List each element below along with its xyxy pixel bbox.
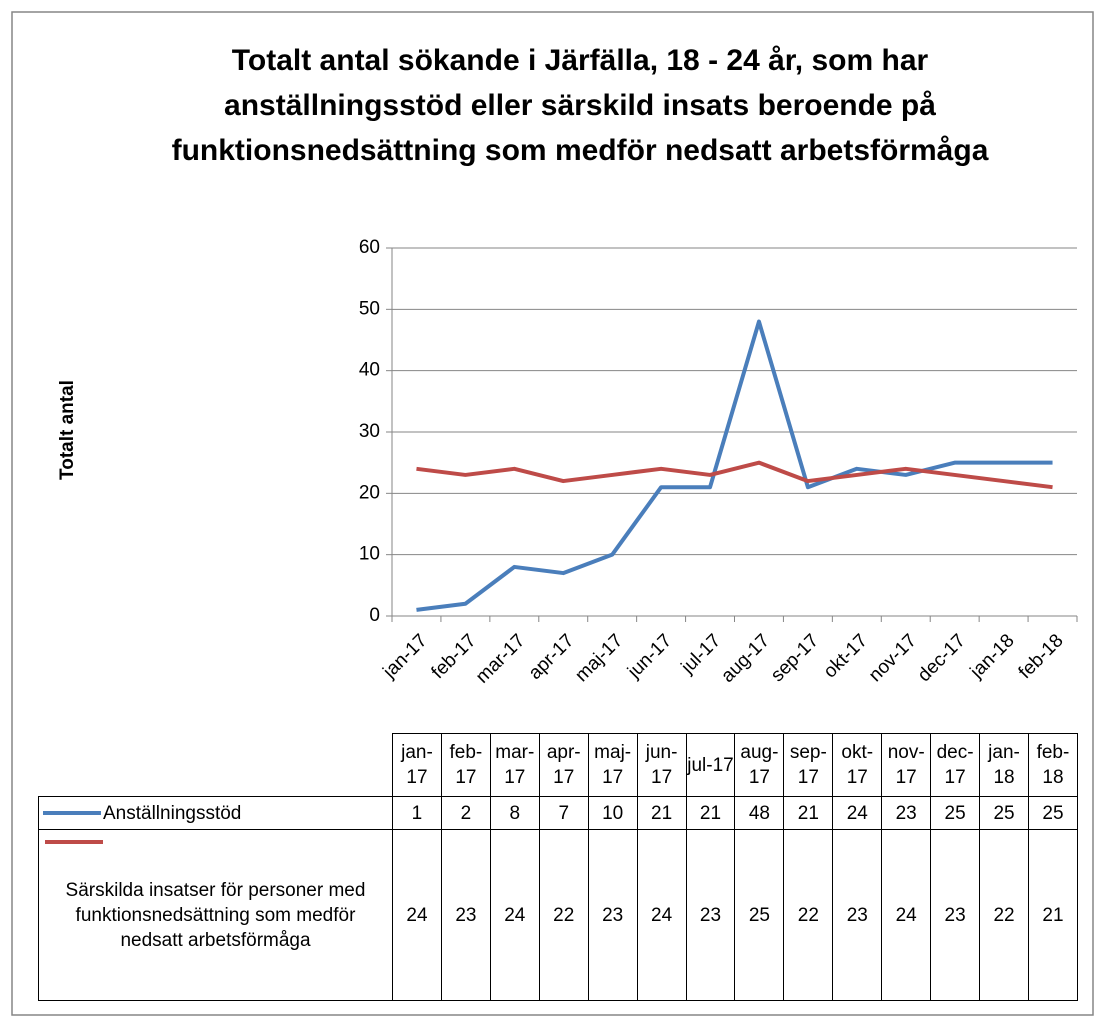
y-tick-label: 40 xyxy=(359,360,380,381)
legend-label: Särskilda insatser för personer med funk… xyxy=(65,879,366,951)
table-header: jan-18 xyxy=(979,733,1029,797)
table-header: nov-17 xyxy=(881,733,932,797)
table-value: 7 xyxy=(538,796,589,830)
table-value: 21 xyxy=(636,796,687,830)
table-value: 24 xyxy=(392,829,442,1001)
table-value: 22 xyxy=(783,829,834,1001)
series-line xyxy=(416,319,1053,612)
y-axis-label: Totalt antal xyxy=(57,380,78,480)
table-header: jun-17 xyxy=(636,733,687,797)
series-line xyxy=(416,460,1053,490)
table-value: 24 xyxy=(881,829,932,1001)
y-tick-label: 20 xyxy=(359,482,380,503)
blank-cell xyxy=(39,734,393,797)
table-value: 23 xyxy=(881,796,932,830)
table-value: 22 xyxy=(979,829,1029,1001)
table-value: 23 xyxy=(930,829,981,1001)
table-value: 23 xyxy=(832,829,883,1001)
table-value: 21 xyxy=(685,796,736,830)
table-header: feb-18 xyxy=(1027,733,1078,797)
table-value: 8 xyxy=(489,796,540,830)
table-header: jul-17 xyxy=(685,733,736,797)
table-row: Anställningsstöd 1 2 8 7 10 21 21 48 21 24 23 25 25 25 xyxy=(38,796,1078,830)
table-header: mar-17 xyxy=(489,733,540,797)
table-value: 25 xyxy=(1027,796,1078,830)
legend-cell: Särskilda insatser för personer med funk… xyxy=(38,829,393,1001)
table-value: 23 xyxy=(587,829,638,1001)
header-row: jan-17 feb-17 mar-17 apr-17 maj-17 jun-17 jul-… xyxy=(39,733,1078,797)
table-header: okt-17 xyxy=(832,733,883,797)
table-header: jan-17 xyxy=(392,733,442,797)
table-value: 25 xyxy=(930,796,981,830)
legend-cell: Anställningsstöd xyxy=(38,796,393,830)
table-value: 24 xyxy=(636,829,687,1001)
legend-key xyxy=(43,811,101,816)
table-header: aug-17 xyxy=(734,733,785,797)
table-value: 23 xyxy=(685,829,736,1001)
table-value: 24 xyxy=(832,796,883,830)
table-value: 25 xyxy=(979,796,1029,830)
data-table: jan-17 feb-17 mar-17 apr-17 maj-17 jun-17 jul-… xyxy=(38,733,1078,1001)
table-value: 22 xyxy=(538,829,589,1001)
y-tick-label: 50 xyxy=(359,298,380,319)
chart-title: Totalt antal sökande i Järfälla, 18 - 24… xyxy=(171,44,989,167)
table-header: feb-17 xyxy=(440,733,491,797)
table-header: maj-17 xyxy=(587,733,638,797)
table-value: 1 xyxy=(392,796,442,830)
table-value: 48 xyxy=(734,796,785,830)
table-header: dec-17 xyxy=(930,733,981,797)
y-tick-label: 10 xyxy=(359,544,380,565)
table-value: 23 xyxy=(440,829,491,1001)
table-value: 25 xyxy=(734,829,785,1001)
table-value: 2 xyxy=(440,796,491,830)
table-value: 10 xyxy=(587,796,638,830)
y-tick-label: 60 xyxy=(359,237,380,258)
table-row: Särskilda insatser för personer med funk… xyxy=(38,829,1078,1001)
legend-key xyxy=(45,840,103,844)
table-value: 21 xyxy=(783,796,834,830)
table-value: 24 xyxy=(489,829,540,1001)
table-value: 21 xyxy=(1027,829,1078,1001)
table-header: sep-17 xyxy=(783,733,834,797)
table-header: apr-17 xyxy=(538,733,589,797)
legend-label: Anställningsstöd xyxy=(103,802,242,824)
y-tick-label: 30 xyxy=(359,421,380,442)
y-tick-label: 0 xyxy=(369,605,380,626)
